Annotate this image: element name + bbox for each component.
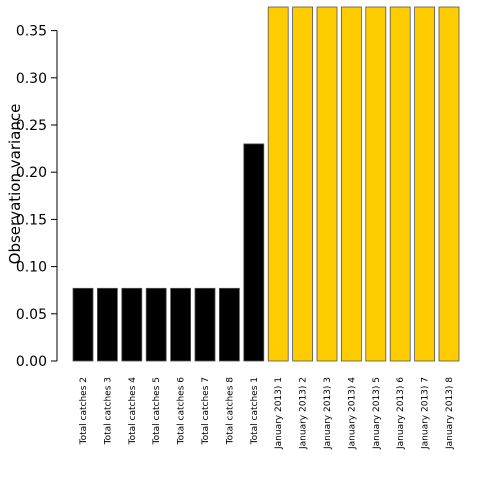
y-axis: 0.00 0.05 0.10 0.15 0.20 0.25 0.30 0.35: [16, 24, 58, 370]
x-axis-labels: Total catches 2 Total catches 3 Total catc…: [79, 377, 455, 450]
bar: [97, 287, 118, 362]
bar: [170, 287, 192, 362]
x-tick-label: Total catches 4: [128, 377, 138, 446]
x-tick-label: January 2013) 4: [347, 377, 357, 450]
x-tick-label: Total catches 6: [177, 377, 187, 446]
x-tick-label: Total catches 3: [103, 377, 113, 445]
x-tick-label: Total catches 2: [79, 377, 89, 445]
bar: [414, 6, 436, 362]
x-tick-label: January 2013) 1: [274, 377, 284, 450]
x-tick-label: January 2013) 6: [396, 377, 406, 450]
y-tick-label: 0.30: [16, 71, 47, 87]
bar: [340, 6, 362, 362]
bar: [267, 6, 289, 362]
y-tick-label: 0.00: [16, 354, 47, 370]
y-tick-label: 0.10: [16, 260, 47, 276]
bar: [194, 287, 216, 362]
bar: [121, 287, 143, 362]
y-tick-label: 0.35: [16, 24, 47, 40]
bar: [365, 6, 387, 362]
x-tick-label: January 2013) 7: [421, 377, 431, 450]
y-tick-label: 0.25: [16, 118, 47, 134]
x-tick-label: Total catches 5: [152, 377, 162, 445]
bar: [145, 287, 167, 362]
bar: [218, 287, 240, 362]
x-tick-label: January 2013) 3: [323, 377, 333, 450]
y-tick-label: 0.05: [16, 307, 47, 323]
x-tick-label: Total catches 1: [250, 377, 260, 445]
bar: [243, 143, 265, 362]
x-tick-label: Total catches 8: [225, 377, 235, 446]
bars-group: [72, 6, 460, 362]
bar: [292, 6, 314, 362]
bar: [316, 6, 338, 362]
x-tick-label: January 2013) 2: [299, 377, 309, 450]
bar: [72, 287, 94, 362]
bar: [389, 6, 411, 362]
x-tick-label: January 2013) 8: [445, 377, 455, 450]
y-tick-label: 0.15: [16, 212, 47, 228]
y-axis-title: Observation variance: [6, 104, 24, 265]
bar: [438, 6, 460, 362]
x-tick-label: January 2013) 5: [372, 377, 382, 450]
x-tick-label: Total catches 7: [201, 377, 211, 445]
y-tick-label: 0.20: [16, 165, 47, 181]
